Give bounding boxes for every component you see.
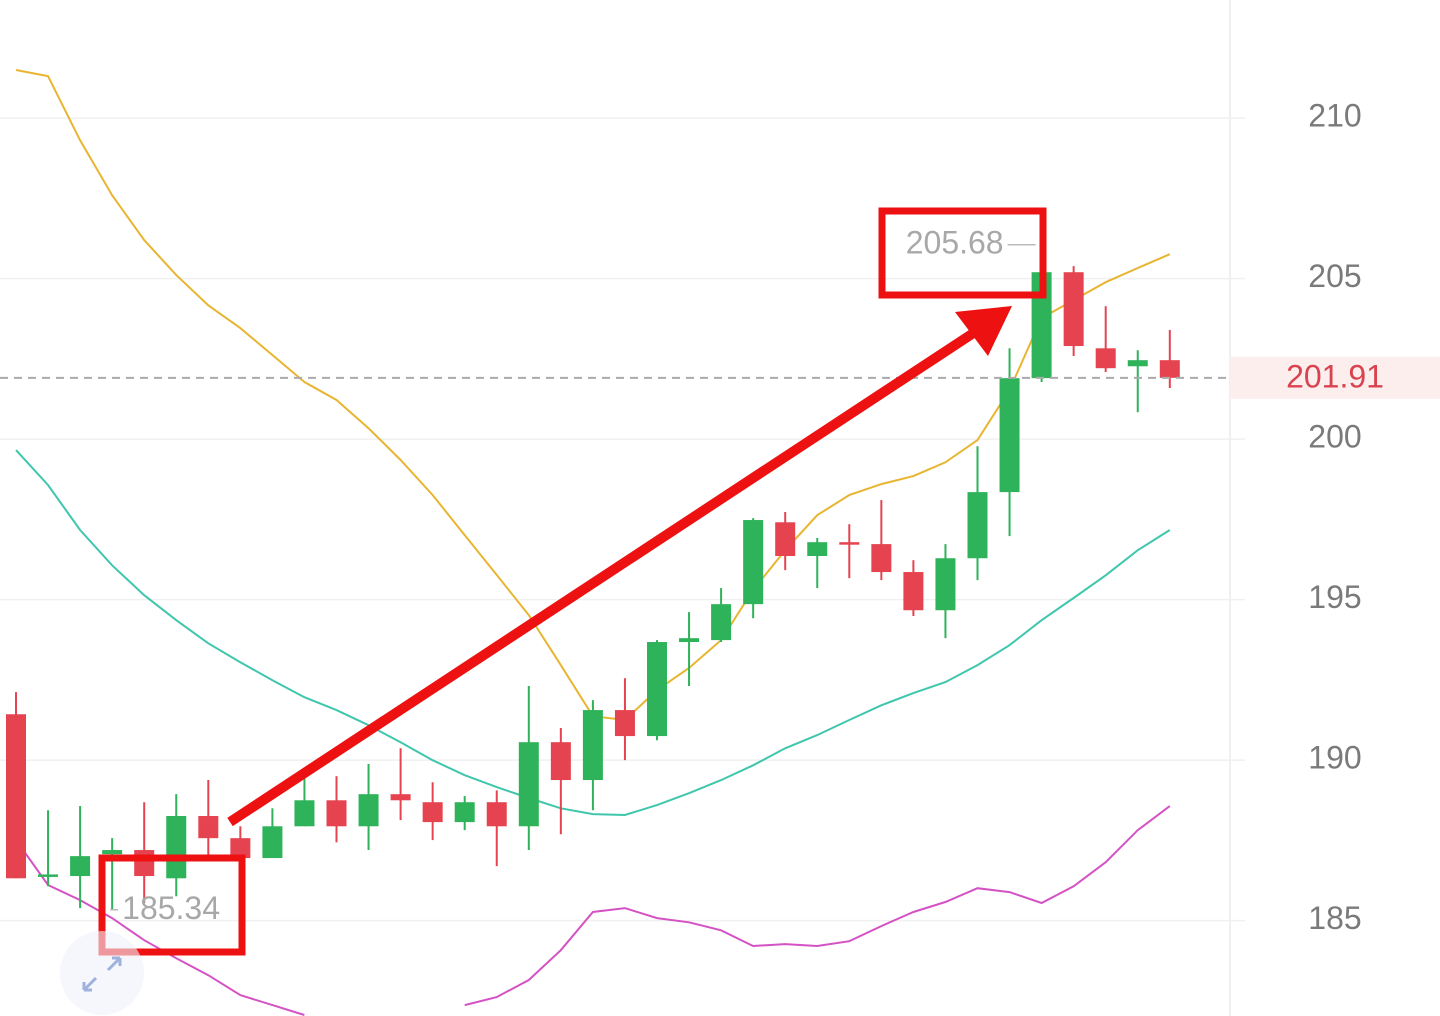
y-tick-label: 195 (1308, 579, 1361, 615)
candle-body (166, 816, 187, 879)
candle-body (807, 542, 828, 556)
candle-body (198, 816, 219, 839)
candle-body (6, 714, 26, 879)
grid: 185 190 195 200 205 210 (0, 98, 1362, 936)
candle-body (582, 710, 603, 781)
candle-body (38, 874, 59, 877)
candle-body (967, 492, 988, 559)
last-price-badge (1230, 356, 1440, 399)
y-tick-label: 200 (1308, 419, 1361, 455)
arrow-shaft (227, 325, 981, 827)
highlight-box (878, 207, 1047, 299)
last-price-label: 201.91 (1286, 358, 1384, 394)
candle-body (679, 638, 700, 643)
candle-body (486, 802, 507, 827)
candle-body (1031, 272, 1052, 379)
candle-body (262, 826, 283, 859)
indicator-line (15, 69, 1171, 722)
candle-body (839, 542, 860, 545)
expand-icon (82, 956, 122, 992)
candle-body (935, 558, 956, 611)
candle-body (390, 794, 411, 801)
candle-body (903, 572, 924, 611)
y-tick-label: 185 (1308, 900, 1361, 936)
candle-body (1127, 360, 1148, 367)
candle-body (422, 802, 443, 823)
arrow-head (955, 306, 1012, 356)
candle-body (294, 800, 315, 827)
candle-body (775, 522, 796, 556)
candle-body (518, 742, 539, 827)
candle-body (358, 794, 379, 827)
candle-body (711, 604, 732, 641)
max-label: 205.68 (906, 224, 1004, 260)
candle-body (614, 710, 635, 737)
candle-body (743, 520, 764, 605)
y-tick-label: 210 (1308, 98, 1361, 134)
candle-body (230, 838, 251, 859)
candle-body (550, 742, 571, 781)
candle-body (1095, 348, 1116, 369)
indicator-line (15, 449, 1171, 817)
candles (6, 256, 1180, 910)
candle-body (102, 850, 123, 855)
candle-body (999, 378, 1020, 493)
candle-body (70, 856, 91, 877)
min-label: 185.34 (122, 890, 220, 926)
candle-body (454, 802, 475, 823)
y-tick-label: 190 (1308, 740, 1361, 776)
candle-body (1159, 360, 1180, 378)
annotations: 201.91 205.68 185.34 (0, 207, 1440, 1015)
candle-body (647, 642, 667, 737)
expand-button (60, 931, 144, 1015)
highlight-box (98, 854, 246, 956)
y-tick-label: 205 (1308, 258, 1361, 294)
candle-body (1063, 272, 1084, 347)
candle-body (326, 800, 347, 827)
candle-body (134, 850, 155, 877)
candle-body (871, 544, 892, 573)
